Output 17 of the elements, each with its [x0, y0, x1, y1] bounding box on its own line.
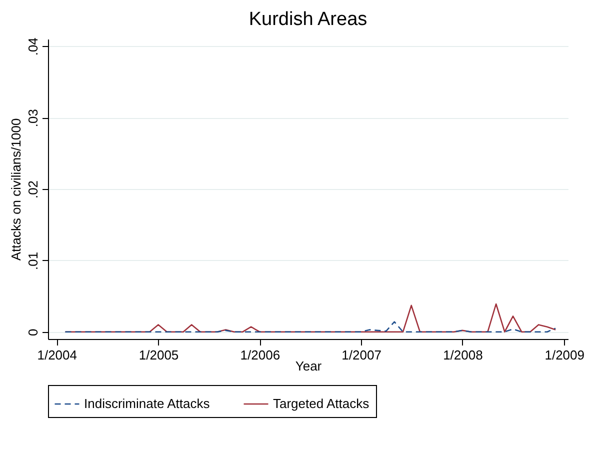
y-tick-label: .04: [26, 38, 40, 56]
x-axis-title: Year: [295, 358, 322, 374]
y-tick-label: .01: [26, 252, 40, 270]
x-tick-label: 1/2004: [37, 348, 77, 362]
y-axis-title: Attacks on civilians/1000: [8, 118, 24, 261]
x-tick-label: 1/2005: [138, 348, 179, 362]
x-tick-label: 1/2009: [544, 348, 584, 362]
x-tick-label: 1/2008: [443, 348, 483, 362]
legend-label: Targeted Attacks: [273, 396, 370, 411]
chart-title: Kurdish Areas: [248, 9, 368, 30]
y-tick-label: .03: [26, 109, 40, 128]
x-tick-label: 1/2007: [342, 348, 382, 362]
legend-label: Indiscriminate Attacks: [84, 396, 210, 411]
y-tick-label: 0: [26, 328, 40, 336]
line-series: [64, 321, 556, 333]
y-tick-label: .02: [26, 180, 40, 199]
x-tick-label: 1/2006: [240, 348, 280, 362]
